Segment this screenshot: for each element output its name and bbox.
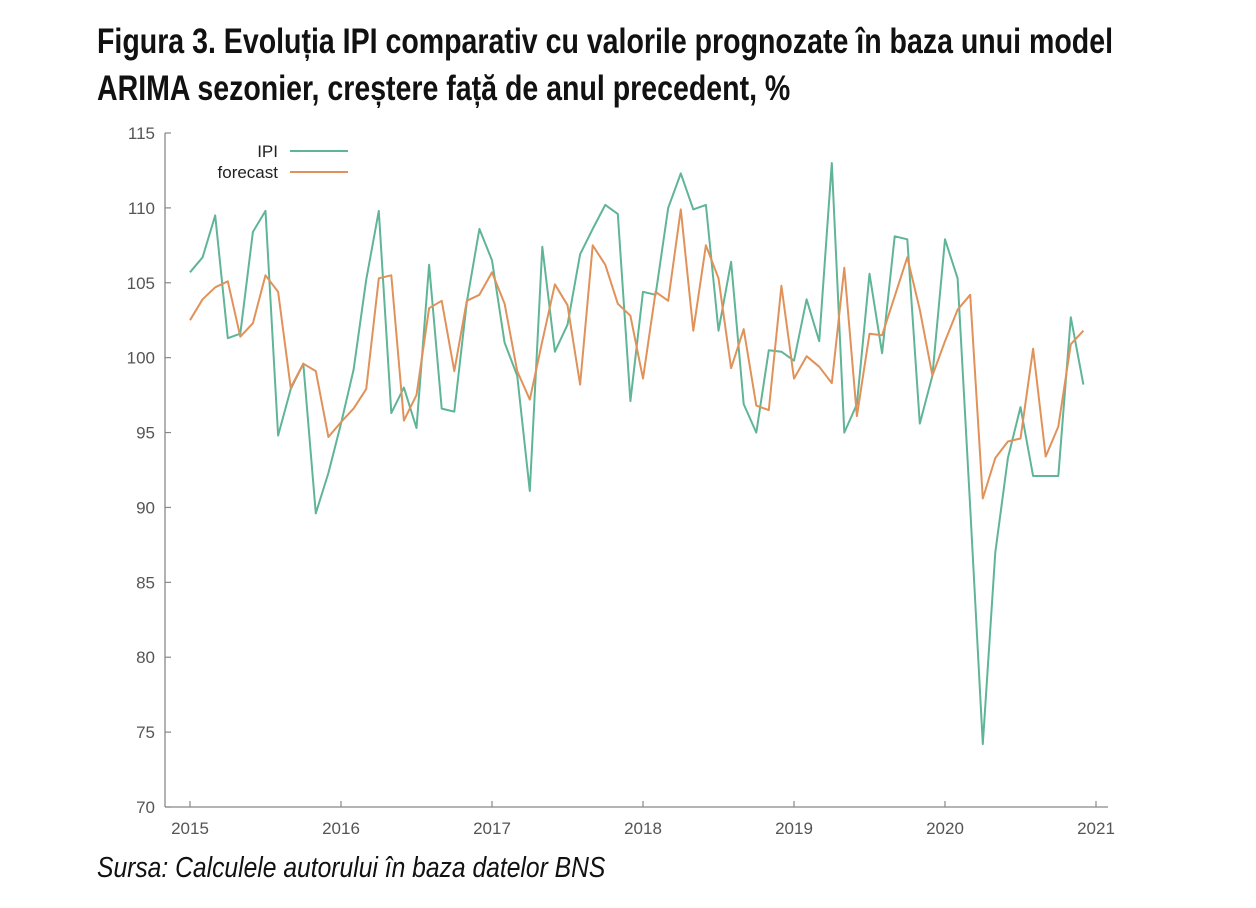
y-tick-label: 80 bbox=[136, 648, 155, 667]
x-tick-label: 2015 bbox=[171, 819, 209, 838]
legend-label-ipi: IPI bbox=[257, 142, 278, 161]
legend-label-forecast: forecast bbox=[218, 163, 279, 182]
y-tick-label: 95 bbox=[136, 424, 155, 443]
series-line-ipi bbox=[189, 162, 1085, 746]
series-line-forecast bbox=[189, 208, 1085, 500]
y-tick-label: 75 bbox=[136, 723, 155, 742]
y-tick-label: 110 bbox=[128, 199, 155, 218]
axes: 70 75 80 85 90 95 100 105 110 115 2015 2016 2017 2018… bbox=[127, 124, 1115, 838]
source-note: Sursa: Calculele autorului în baza datel… bbox=[97, 852, 606, 884]
chart-title: Figura 3. Evoluția IPI comparativ cu val… bbox=[97, 22, 1114, 108]
x-tick-label: 2020 bbox=[926, 819, 964, 838]
y-tick-label: 100 bbox=[127, 349, 155, 368]
y-tick-label: 70 bbox=[136, 798, 155, 817]
x-tick-label: 2018 bbox=[624, 819, 662, 838]
series-lines bbox=[189, 162, 1085, 746]
x-tick-label: 2016 bbox=[322, 819, 360, 838]
x-tick-label: 2021 bbox=[1077, 819, 1115, 838]
y-tick-label: 90 bbox=[136, 498, 155, 517]
y-tick-label: 115 bbox=[128, 124, 155, 143]
x-tick-label: 2017 bbox=[473, 819, 511, 838]
y-tick-label: 85 bbox=[136, 573, 155, 592]
x-tick-label: 2019 bbox=[775, 819, 813, 838]
y-tick-label: 105 bbox=[127, 274, 155, 293]
legend: IPI forecast bbox=[218, 142, 348, 182]
